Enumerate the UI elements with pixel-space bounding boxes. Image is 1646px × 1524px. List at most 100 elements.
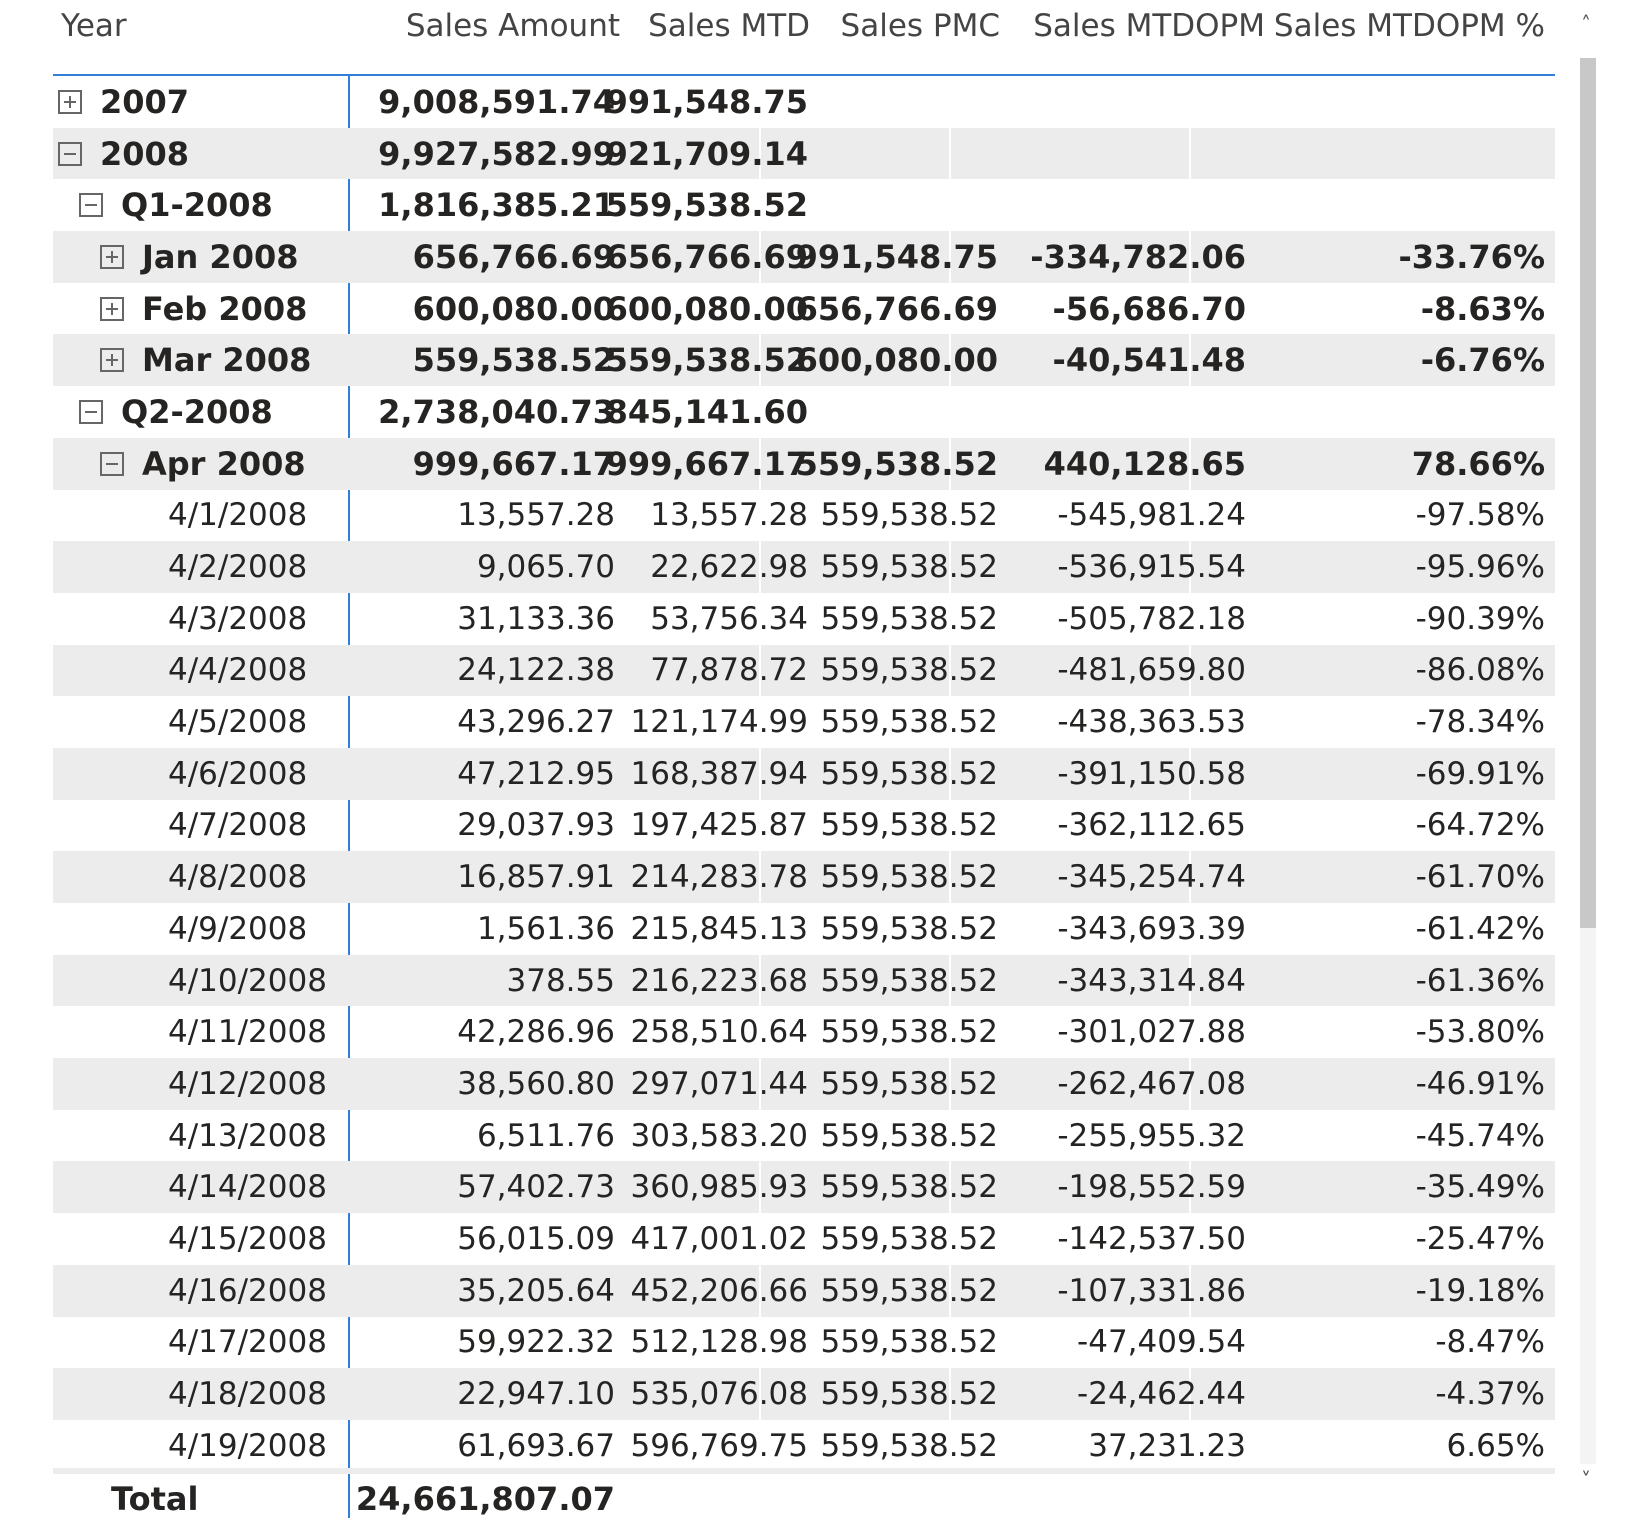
cell-sales-amount: 35,205.64 bbox=[457, 1272, 615, 1309]
cell-sales-pmc: 559,538.52 bbox=[795, 444, 998, 483]
row-label: 2008 bbox=[100, 134, 190, 173]
cell-sales-mtdopm-pct: -78.34% bbox=[1415, 704, 1545, 741]
cell-sales-pmc: 656,766.69 bbox=[795, 289, 998, 328]
row-label: Jan 2008 bbox=[142, 237, 299, 276]
table-row[interactable]: 4/8/2008 16,857.91 214,283.78 559,538.52 -34… bbox=[53, 851, 1555, 903]
cell-sales-mtdopm-pct: -6.76% bbox=[1420, 341, 1545, 380]
column-header-sales-mtdopm[interactable]: Sales MTDOPM bbox=[1033, 8, 1265, 44]
table-row[interactable]: Jan 2008 656,766.69 656,766.69 991,548.75 -3… bbox=[53, 231, 1555, 283]
scroll-thumb[interactable] bbox=[1580, 58, 1596, 928]
cell-sales-amount: 6,511.76 bbox=[476, 1117, 615, 1154]
column-separator bbox=[949, 231, 951, 283]
cell-sales-mtdopm: -343,314.84 bbox=[1057, 962, 1246, 999]
column-header-sales-pmc[interactable]: Sales PMC bbox=[840, 8, 1000, 44]
expand-plus-icon[interactable] bbox=[58, 89, 82, 114]
cell-sales-mtdopm bbox=[1006, 76, 1246, 128]
column-separator bbox=[759, 231, 761, 283]
expand-plus-icon[interactable] bbox=[100, 296, 124, 321]
cell-sales-mtd: 535,076.08 bbox=[630, 1376, 809, 1413]
cell-sales-mtdopm-pct: -69.91% bbox=[1415, 755, 1545, 792]
scroll-up-icon[interactable]: ˄ bbox=[1581, 12, 1591, 36]
row-header: 4/9/2008 bbox=[168, 903, 307, 955]
table-row[interactable]: 4/5/2008 43,296.27 121,174.99 559,538.52 -43… bbox=[53, 696, 1555, 748]
row-header: 4/8/2008 bbox=[168, 851, 307, 903]
column-header-sales-amount[interactable]: Sales Amount bbox=[405, 8, 620, 44]
cell-sales-mtdopm: 440,128.65 bbox=[1043, 444, 1246, 483]
collapse-minus-icon[interactable] bbox=[79, 399, 103, 424]
table-row[interactable]: Apr 2008 999,667.17 999,667.17 559,538.52 44… bbox=[53, 437, 1555, 490]
row-header: 4/4/2008 bbox=[168, 645, 307, 697]
collapse-minus-icon[interactable] bbox=[79, 193, 103, 218]
table-row[interactable]: 4/10/2008 378.55 216,223.68 559,538.52 -343,… bbox=[53, 954, 1555, 1007]
row-header: Q1-2008 bbox=[79, 179, 273, 231]
cell-sales-mtd: 214,283.78 bbox=[630, 859, 809, 896]
row-label: 4/15/2008 bbox=[168, 1220, 327, 1257]
cell-sales-mtdopm: -47,409.54 bbox=[1077, 1324, 1246, 1361]
cell-sales-mtdopm: 37,231.23 bbox=[1088, 1427, 1246, 1464]
vertical-scrollbar[interactable]: ˄ ˅ bbox=[1576, 0, 1596, 1517]
table-row[interactable]: 4/13/2008 6,511.76 303,583.20 559,538.52 -25… bbox=[53, 1110, 1555, 1162]
cell-sales-mtd: 991,548.75 bbox=[605, 82, 808, 121]
table-row[interactable]: 4/3/2008 31,133.36 53,756.34 559,538.52 -505… bbox=[53, 593, 1555, 645]
table-row[interactable]: 2008 9,927,582.99 921,709.14 bbox=[53, 127, 1555, 180]
collapse-minus-icon[interactable] bbox=[100, 451, 124, 476]
table-row[interactable]: 4/4/2008 24,122.38 77,878.72 559,538.52 -481… bbox=[53, 644, 1555, 697]
column-header-sales-mtd[interactable]: Sales MTD bbox=[648, 8, 810, 44]
cell-sales-mtdopm-pct: -8.63% bbox=[1420, 289, 1545, 328]
table-row[interactable]: 4/6/2008 47,212.95 168,387.94 559,538.52 -39… bbox=[53, 747, 1555, 800]
table-row[interactable]: Q1-2008 1,816,385.21 559,538.52 bbox=[53, 179, 1555, 231]
collapse-minus-icon[interactable] bbox=[58, 141, 82, 166]
column-separator bbox=[1189, 747, 1191, 800]
row-label: 4/10/2008 bbox=[168, 962, 327, 999]
row-header: 4/17/2008 bbox=[168, 1317, 327, 1369]
table-row[interactable]: 4/18/2008 22,947.10 535,076.08 559,538.52 -2… bbox=[53, 1368, 1555, 1420]
table-row[interactable]: 4/12/2008 38,560.80 297,071.44 559,538.52 -2… bbox=[53, 1058, 1555, 1110]
toggle-bar bbox=[106, 462, 118, 465]
table-row[interactable]: 4/7/2008 29,037.93 197,425.87 559,538.52 -36… bbox=[53, 800, 1555, 852]
column-separator bbox=[1189, 1264, 1191, 1317]
cell-sales-mtdopm bbox=[1006, 179, 1246, 231]
cell-sales-pmc: 559,538.52 bbox=[820, 962, 999, 999]
table-row[interactable]: Feb 2008 600,080.00 600,080.00 656,766.69 -5… bbox=[53, 283, 1555, 335]
cell-sales-pmc: 559,538.52 bbox=[820, 807, 999, 844]
row-label: 2007 bbox=[100, 82, 190, 121]
column-separator bbox=[759, 437, 761, 490]
cell-sales-mtdopm: -40,541.48 bbox=[1052, 341, 1246, 380]
column-header-sales-mtdopm-pct[interactable]: Sales MTDOPM % bbox=[1273, 8, 1545, 44]
table-row[interactable]: Mar 2008 559,538.52 559,538.52 600,080.00 -4… bbox=[53, 334, 1555, 387]
table-row[interactable]: 4/16/2008 35,205.64 452,206.66 559,538.52 -1… bbox=[53, 1264, 1555, 1317]
cell-sales-mtd: 921,709.14 bbox=[605, 134, 808, 173]
table-row[interactable]: 4/14/2008 57,402.73 360,985.93 559,538.52 -1… bbox=[53, 1161, 1555, 1214]
table-row[interactable]: 4/17/2008 59,922.32 512,128.98 559,538.52 -4… bbox=[53, 1317, 1555, 1369]
cell-sales-amount: 43,296.27 bbox=[457, 704, 615, 741]
table-row[interactable]: 4/11/2008 42,286.96 258,510.64 559,538.52 -3… bbox=[53, 1006, 1555, 1058]
column-separator bbox=[759, 1058, 761, 1110]
column-header-year[interactable]: Year bbox=[61, 8, 127, 44]
table-row[interactable]: 2007 9,008,591.74 991,548.75 bbox=[53, 76, 1555, 128]
column-separator bbox=[1189, 334, 1191, 387]
table-row[interactable]: 4/19/2008 61,693.67 596,769.75 559,538.52 37… bbox=[53, 1420, 1555, 1472]
table-row[interactable]: Q2-2008 2,738,040.73 845,141.60 bbox=[53, 386, 1555, 438]
row-label: 4/13/2008 bbox=[168, 1117, 327, 1154]
cell-sales-mtdopm-pct: -33.76% bbox=[1398, 237, 1545, 276]
table-row[interactable]: 4/9/2008 1,561.36 215,845.13 559,538.52 -343… bbox=[53, 903, 1555, 955]
table-row[interactable]: 4/15/2008 56,015.09 417,001.02 559,538.52 -1… bbox=[53, 1213, 1555, 1265]
cell-sales-mtdopm: -56,686.70 bbox=[1052, 289, 1246, 328]
toggle-bar bbox=[85, 204, 97, 207]
row-header: 4/1/2008 bbox=[168, 490, 307, 542]
row-label: 4/17/2008 bbox=[168, 1324, 327, 1361]
row-label: Feb 2008 bbox=[142, 289, 308, 328]
expand-plus-icon[interactable] bbox=[100, 348, 124, 373]
table-row[interactable]: 4/1/2008 13,557.28 13,557.28 559,538.52 -545… bbox=[53, 490, 1555, 542]
row-label: 4/9/2008 bbox=[168, 910, 308, 947]
table-row[interactable]: 4/2/2008 9,065.70 22,622.98 559,538.52 -536,… bbox=[53, 541, 1555, 593]
column-separator bbox=[949, 127, 951, 180]
column-separator bbox=[949, 644, 951, 697]
cell-sales-mtd: 121,174.99 bbox=[630, 704, 809, 741]
scroll-down-icon[interactable]: ˅ bbox=[1581, 1468, 1591, 1492]
row-label: Mar 2008 bbox=[142, 341, 312, 380]
cell-sales-mtdopm-pct: -8.47% bbox=[1435, 1324, 1545, 1361]
cell-sales-amount: 9,065.70 bbox=[476, 549, 615, 586]
expand-plus-icon[interactable] bbox=[100, 244, 124, 269]
column-separator bbox=[949, 747, 951, 800]
